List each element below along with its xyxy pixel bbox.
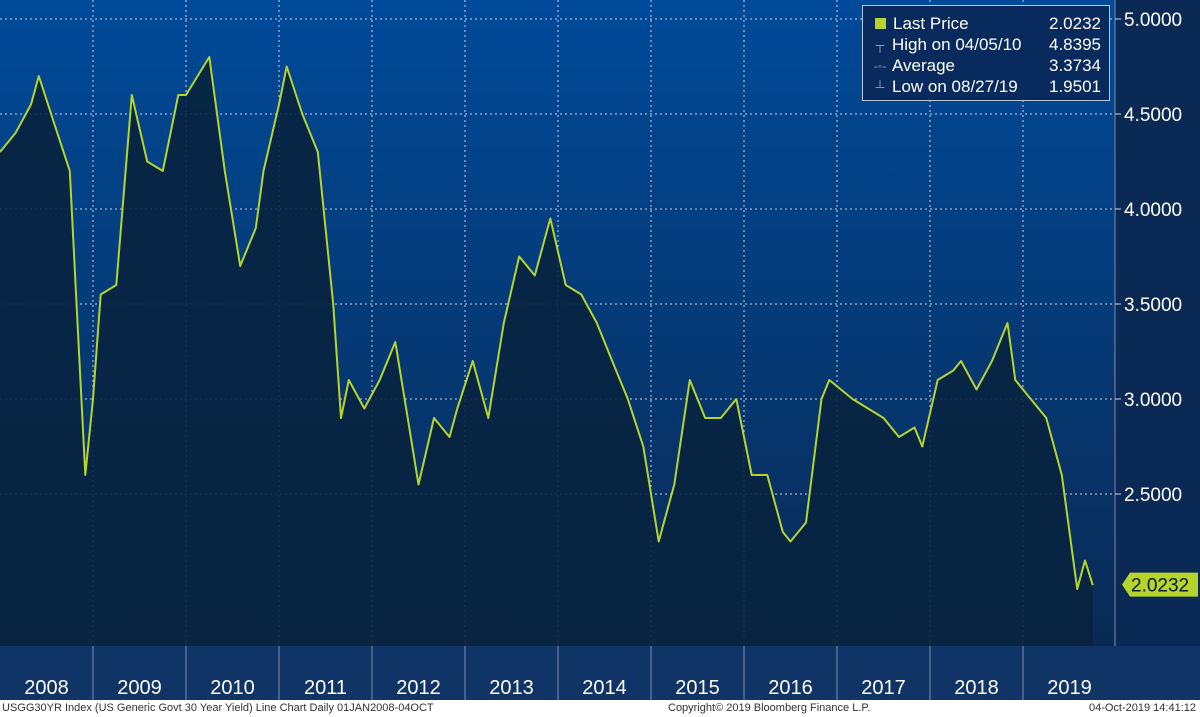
x-tick-label: 2010 <box>210 677 255 699</box>
y-tick-label: 4.0000 <box>1124 200 1182 221</box>
last-price-tag-shape <box>1122 572 1198 597</box>
legend-value: 2.0232 <box>1049 13 1101 33</box>
y-axis: 5.0000 4.5000 4.0000 3.5000 3.0000 2.5000 <box>1115 10 1182 506</box>
y-tick-label: 3.0000 <box>1124 390 1182 411</box>
yield-chart: 5.0000 4.5000 4.0000 3.5000 3.0000 2.5000 200… <box>0 0 1200 700</box>
legend-entry-average: -◦- Average 3.3734 <box>873 55 1101 76</box>
legend-label: Low on 08/27/19 <box>892 76 1018 96</box>
footer-timestamp: 04-Oct-2019 14:41:12 <box>1088 702 1196 714</box>
legend-entry-high: ┬ High on 04/05/10 4.8395 <box>873 34 1101 55</box>
y-tick-label: 3.5000 <box>1124 295 1182 316</box>
last-price-tag: 2.0232 <box>1122 572 1198 597</box>
y-tick-label: 4.5000 <box>1124 105 1182 126</box>
axis-panel <box>1115 0 1200 646</box>
y-tick-label: 5.0000 <box>1124 10 1182 31</box>
legend-entry-low: ┴ Low on 08/27/19 1.9501 <box>873 76 1101 97</box>
x-axis: 2008 2009 2010 2011 2012 2013 2014 2015 2016 2017… <box>24 646 1092 700</box>
legend-value: 4.8395 <box>1049 34 1101 54</box>
x-tick-label: 2012 <box>396 677 441 699</box>
x-tick-label: 2016 <box>768 677 813 699</box>
x-tick-label: 2019 <box>1047 677 1092 699</box>
footer-bar: USGG30YR Index (US Generic Govt 30 Year … <box>0 700 1200 717</box>
x-tick-label: 2011 <box>304 677 347 699</box>
footer-copyright: Copyright© 2019 Bloomberg Finance L.P. <box>668 702 871 714</box>
x-tick-label: 2008 <box>24 677 69 699</box>
legend: Last Price 2.0232 ┬ High on 04/05/10 4.8… <box>862 5 1110 101</box>
footer-chart-info: USGG30YR Index (US Generic Govt 30 Year … <box>2 702 434 714</box>
x-tick-label: 2013 <box>489 677 534 699</box>
legend-label: High on 04/05/10 <box>892 34 1022 54</box>
legend-value: 1.9501 <box>1049 76 1101 96</box>
x-tick-label: 2014 <box>582 677 627 699</box>
series-area <box>0 57 1093 646</box>
series-line <box>0 56 1094 590</box>
last-price-tag-label: 2.0232 <box>1131 576 1189 597</box>
average-marker-icon: -◦- <box>873 58 887 73</box>
y-tick-label: 2.5000 <box>1124 485 1182 506</box>
legend-label: Average <box>892 55 956 75</box>
legend-value: 3.3734 <box>1049 55 1101 75</box>
legend-label: Last Price <box>893 13 969 33</box>
high-marker-icon: ┬ <box>875 37 885 52</box>
last-price-swatch <box>875 18 886 29</box>
x-axis-band <box>0 646 1200 700</box>
x-tick-label: 2017 <box>861 677 906 699</box>
legend-entry-last-price: Last Price 2.0232 <box>873 13 1101 34</box>
x-tick-label: 2015 <box>675 677 720 699</box>
x-tick-label: 2018 <box>954 677 999 699</box>
x-tick-label: 2009 <box>117 677 162 699</box>
low-marker-icon: ┴ <box>875 79 885 94</box>
